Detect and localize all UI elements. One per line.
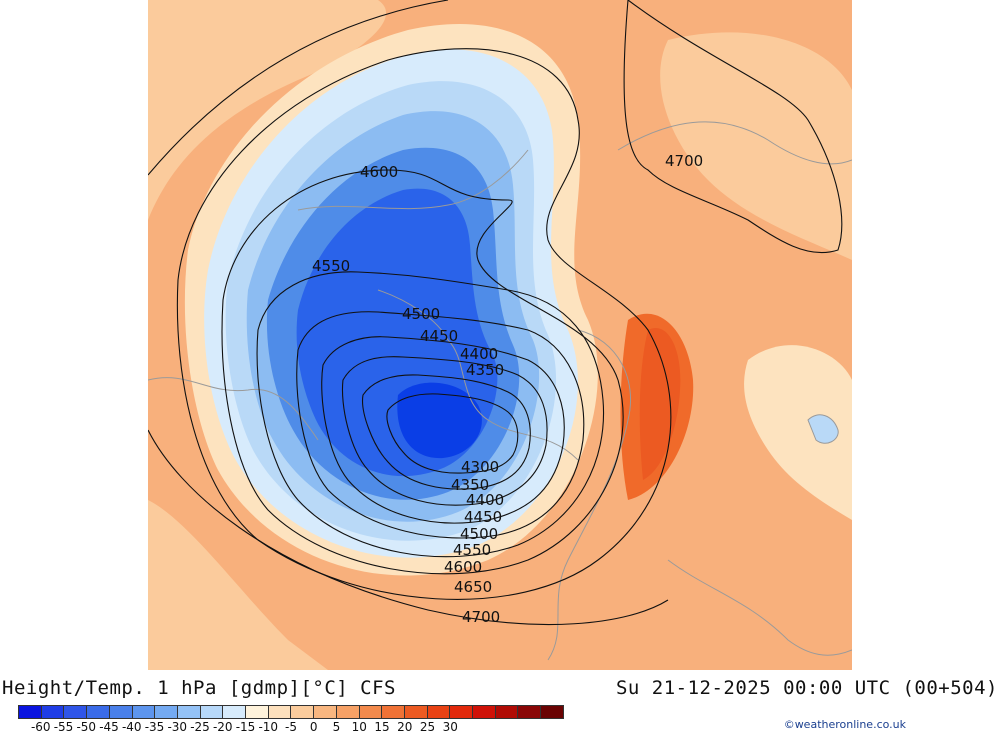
map-title: Height/Temp. 1 hPa [gdmp][°C] CFS: [2, 677, 396, 699]
colorbar-tick-label: -35: [144, 720, 165, 734]
contour-4350: [362, 374, 531, 490]
siberia-coast: [617, 121, 852, 165]
colorbar-swatch: [382, 706, 405, 718]
contour-label-4400-inner: 4400: [460, 345, 498, 363]
contour-label-4700-s: 4700: [462, 608, 500, 626]
contour-label-4500-s: 4500: [460, 525, 498, 543]
warm-light-area-ne: [660, 32, 852, 260]
contour-outer-nw: [148, 0, 449, 176]
cold-core: [397, 382, 482, 459]
colorbar-tick-label: 5: [332, 720, 341, 734]
colorbar-tick-label: -5: [285, 720, 297, 734]
colorbar-tick-label: -55: [53, 720, 74, 734]
near-zero-area-east: [744, 345, 852, 520]
colorbar-swatch: [314, 706, 337, 718]
colorbar-tick-label: 15: [374, 720, 390, 734]
contour-4700-south: [148, 429, 669, 625]
colorbar-swatch: [336, 706, 360, 718]
colorbar-tick-label: 25: [419, 720, 436, 734]
colorbar-swatch: [109, 706, 133, 718]
colorbar-swatch: [246, 706, 269, 718]
colorbar-tick-label: -10: [258, 720, 279, 734]
colorbar: [18, 705, 564, 719]
colorbar-tick-label: -20: [212, 720, 233, 734]
colorbar-tick-label: 20: [397, 720, 413, 734]
map-canvas: 4600 4700 4550 4500 4450 4400 4350 4300 …: [148, 0, 852, 670]
colorbar-swatch: [268, 706, 292, 718]
contour-label-4300: 4300: [461, 458, 499, 476]
colorbar-tick-label: 0: [309, 720, 318, 734]
contour-4300: [386, 393, 519, 474]
contour-label-4650-s: 4650: [454, 578, 492, 596]
contour-label-4350-s: 4350: [451, 476, 489, 494]
title-row: Height/Temp. 1 hPa [gdmp][°C] CFS Su 21-…: [0, 677, 1000, 701]
height-contours: [148, 0, 843, 625]
contour-label-4450-s: 4450: [464, 508, 502, 526]
scandinavia-coast: [547, 329, 632, 661]
europe-coast: [667, 559, 852, 656]
contour-label-4550-s: 4550: [453, 541, 491, 559]
greenland-coast: [297, 149, 529, 211]
colorbar-swatch: [223, 706, 247, 718]
arctic-islands-coast: [377, 289, 579, 461]
contour-label-4550-w: 4550: [312, 257, 350, 275]
colorbar-swatch: [291, 706, 315, 718]
colorbar-swatch: [155, 706, 178, 718]
map-datetime: Su 21-12-2025 00:00 UTC (00+504): [615, 677, 998, 699]
lake: [807, 414, 839, 444]
temperature-shading: [148, 0, 852, 670]
canada-coast: [148, 377, 319, 441]
contour-4650: [176, 48, 672, 600]
colorbar-tick-label: -15: [235, 720, 256, 734]
contour-label-4450-inner: 4450: [420, 327, 458, 345]
colorbar-swatch: [87, 706, 110, 718]
colorbar-tick-label: 10: [351, 720, 367, 734]
colorbar-swatch: [495, 706, 519, 718]
colorbar-swatch: [64, 706, 88, 718]
contour-label-4350-inner: 4350: [466, 361, 504, 379]
colorbar-tick-label: -25: [190, 720, 210, 734]
colorbar-tick-label: -45: [99, 720, 119, 734]
contour-4500: [296, 311, 585, 539]
contour-4450: [321, 336, 565, 524]
contour-label-4400-s: 4400: [466, 491, 504, 509]
colorbar-swatch: [132, 706, 156, 718]
contour-label-4500-inner: 4500: [402, 305, 440, 323]
map-panel: 4600 4700 4550 4500 4450 4400 4350 4300 …: [148, 0, 852, 670]
colorbar-swatch: [518, 706, 542, 718]
warm-light-area-nw: [148, 0, 387, 220]
colorbar-swatch: [177, 706, 201, 718]
hot-core: [639, 328, 681, 480]
colorbar-tick-label: -40: [121, 720, 142, 734]
warm-light-area-sw: [148, 500, 328, 670]
contour-labels: 4600 4700 4550 4500 4450 4400 4350 4300 …: [312, 152, 703, 626]
colorbar-swatch: [41, 706, 65, 718]
colorbar-tick-label: -30: [167, 720, 188, 734]
colorbar-swatch: [19, 706, 42, 718]
colorbar-tick-label: -60: [30, 720, 51, 734]
contour-4600: [221, 169, 624, 575]
colorbar-ticks: -60 -55 -50 -45 -40 -35 -30 -25 -20 -15 -10 -5 0 5 10 1…: [18, 720, 564, 734]
colorbar-tick-label: 30: [442, 720, 458, 734]
colorbar-tick-label: -50: [76, 720, 97, 734]
colorbar-swatch: [450, 706, 474, 718]
contour-4400: [341, 356, 548, 506]
contour-label-4600-nw: 4600: [360, 163, 398, 181]
colorbar-swatch: [541, 706, 563, 718]
colorbar-swatch: [359, 706, 383, 718]
coastlines: [148, 121, 852, 661]
contour-4700-ne: [623, 0, 843, 254]
colorbar-swatch: [473, 706, 496, 718]
colorbar-swatch: [404, 706, 428, 718]
credit-link[interactable]: ©weatheronline.co.uk: [783, 718, 906, 731]
contour-label-4700-ne: 4700: [665, 152, 703, 170]
colorbar-swatch: [200, 706, 224, 718]
contour-label-4600-s: 4600: [444, 558, 482, 576]
contour-4550: [256, 271, 605, 558]
colorbar-swatch: [427, 706, 451, 718]
